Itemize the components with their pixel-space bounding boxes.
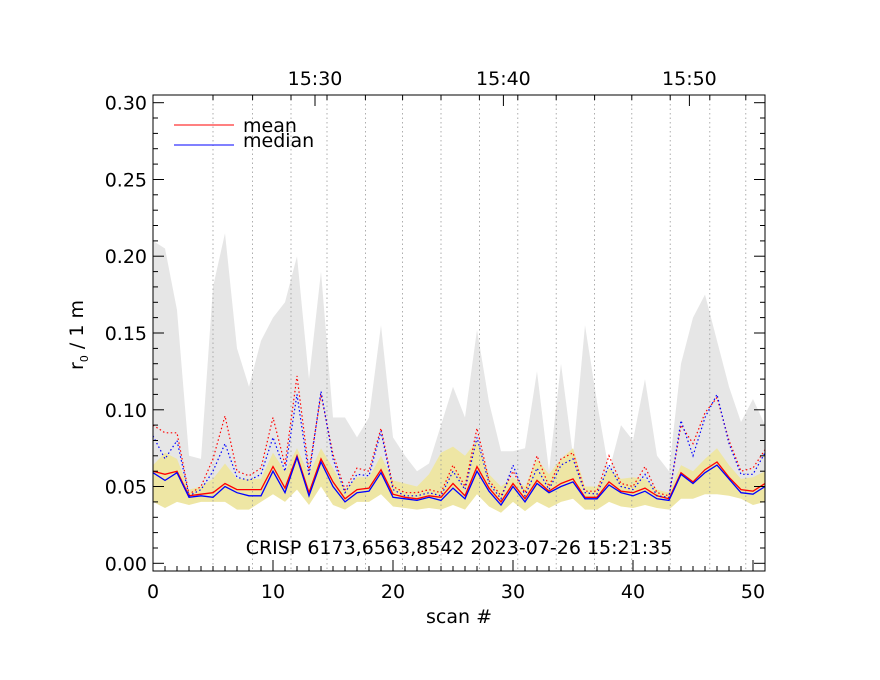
x-tick-label: 50 xyxy=(741,581,765,603)
y-tick-label: 0.05 xyxy=(105,477,147,499)
x-tick-label: 40 xyxy=(621,581,645,603)
x-tick-label: 10 xyxy=(261,581,285,603)
time-tick-label: 15:30 xyxy=(288,68,343,90)
annotation-text: CRISP 6173,6563,8542 2023-07-26 15:21:35 xyxy=(246,537,673,559)
y-tick-label: 0.15 xyxy=(105,323,147,345)
x-tick-label: 0 xyxy=(147,581,159,603)
series-line-1 xyxy=(152,455,766,507)
x-axis-title: scan # xyxy=(426,606,492,628)
series-layer xyxy=(152,375,766,507)
time-tick-label: 15:50 xyxy=(662,68,717,90)
series-line-2 xyxy=(152,375,766,497)
y-tick-label: 0.25 xyxy=(105,170,147,192)
y-axis-title-subscript: 0 xyxy=(78,355,91,362)
max-band xyxy=(153,233,765,502)
svg-text:r0 / 1 m: r0 / 1 m xyxy=(66,300,91,370)
y-tick-label: 0.20 xyxy=(105,246,147,268)
series-line-0 xyxy=(152,453,766,503)
range-band xyxy=(153,440,765,513)
y-axis-title: r0 / 1 m xyxy=(66,300,91,370)
axes-layer xyxy=(152,94,766,572)
labels-layer: 0 10 20 30 40 50 0.00 0.05 0.10 0.15 0.20 0.25 0.30 1… xyxy=(105,68,765,603)
y-axis-title-rest: / 1 m xyxy=(66,300,88,355)
bands-layer xyxy=(153,233,765,513)
legend: mean median xyxy=(174,115,314,152)
legend-mean-label: mean xyxy=(243,115,297,137)
x-tick-label: 20 xyxy=(381,581,405,603)
legend-median-label: median xyxy=(243,130,314,152)
y-tick-label: 0.30 xyxy=(105,93,147,115)
y-tick-label: 0.00 xyxy=(105,553,147,575)
time-tick-label: 15:40 xyxy=(476,68,531,90)
y-tick-label: 0.10 xyxy=(105,400,147,422)
x-tick-label: 30 xyxy=(501,581,525,603)
y-axis-title-r: r xyxy=(66,362,88,370)
series-line-3 xyxy=(152,391,766,501)
